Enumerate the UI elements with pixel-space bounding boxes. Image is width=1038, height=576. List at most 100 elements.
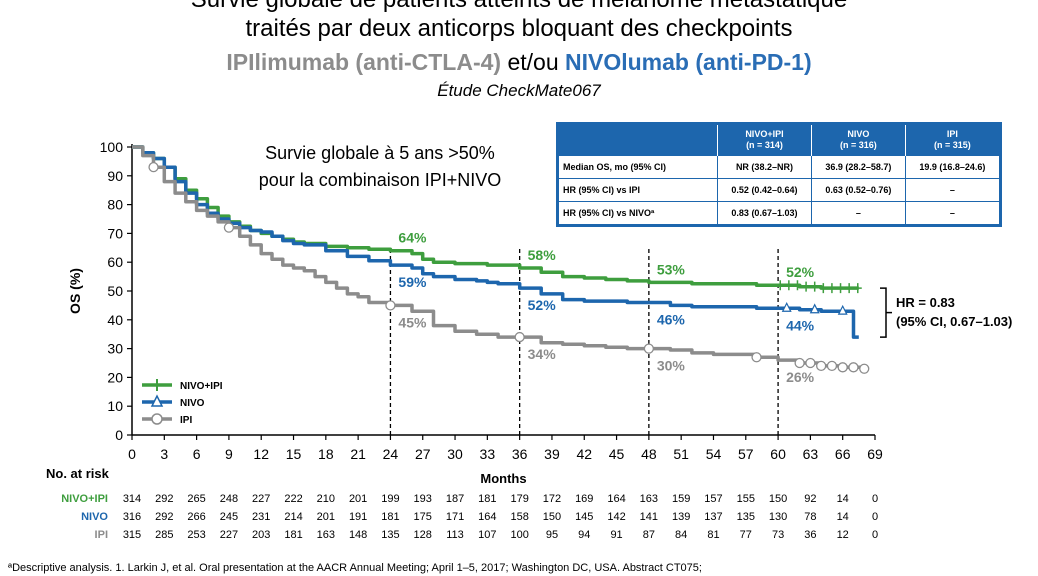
header-name: NIVO+IPI bbox=[745, 129, 784, 139]
data-label: 34% bbox=[528, 346, 557, 362]
risk-value: 164 bbox=[607, 493, 626, 505]
risk-value: 163 bbox=[639, 493, 659, 505]
censor-marker-triangle bbox=[809, 303, 820, 314]
x-tick-label: 60 bbox=[770, 446, 786, 462]
risk-value: 203 bbox=[252, 529, 271, 541]
risk-value: 148 bbox=[348, 529, 368, 541]
risk-value: 91 bbox=[610, 529, 623, 541]
risk-value: 36 bbox=[804, 529, 817, 541]
x-tick-label: 39 bbox=[544, 446, 560, 462]
censor-marker-triangle bbox=[781, 301, 792, 312]
x-tick-label: 15 bbox=[286, 446, 302, 462]
risk-value: 187 bbox=[445, 493, 465, 505]
censor-marker-plus bbox=[810, 281, 819, 292]
hr-bracket bbox=[880, 287, 887, 338]
table-cell: 0.52 (0.42–0.64) bbox=[717, 178, 812, 202]
x-tick-label: 33 bbox=[480, 446, 496, 462]
risk-value: 164 bbox=[478, 511, 497, 523]
table-cell: – bbox=[904, 178, 1002, 202]
x-tick-label: 48 bbox=[641, 446, 657, 462]
title-line-3: IPIlimumab (anti-CTLA-4) et/ou NIVOlumab… bbox=[0, 47, 1038, 77]
data-label: 64% bbox=[398, 230, 427, 246]
censor-marker-plus bbox=[793, 280, 802, 291]
risk-row-label: NIVO bbox=[81, 511, 108, 523]
risk-value: 227 bbox=[219, 529, 239, 541]
risk-value: 130 bbox=[768, 511, 788, 523]
x-tick-label: 63 bbox=[803, 446, 819, 462]
title-line-2: traités par deux anticorps bloquant des … bbox=[245, 15, 793, 42]
risk-value: 314 bbox=[122, 493, 142, 505]
x-tick-label: 9 bbox=[225, 446, 233, 462]
risk-value: 292 bbox=[155, 493, 174, 505]
table-cell: 0.63 (0.52–0.76) bbox=[810, 178, 906, 202]
risk-value: 137 bbox=[704, 511, 723, 523]
risk-value: 78 bbox=[804, 511, 817, 523]
risk-value: 292 bbox=[155, 511, 174, 523]
risk-value: 142 bbox=[607, 511, 626, 523]
risk-value: 231 bbox=[252, 511, 271, 523]
risk-value: 199 bbox=[381, 493, 400, 505]
hr-value: HR = 0.83 bbox=[896, 295, 955, 310]
y-tick-label: 50 bbox=[107, 283, 123, 299]
series-line-ipi bbox=[132, 145, 866, 370]
risk-value: 253 bbox=[187, 529, 206, 541]
header-name: IPI bbox=[946, 129, 958, 139]
censor-marker-plus bbox=[827, 283, 836, 294]
risk-value: 100 bbox=[510, 529, 529, 541]
annotation-line-2: pour la combinaison IPI+NIVO bbox=[258, 170, 502, 190]
x-tick-label: 0 bbox=[128, 446, 136, 462]
risk-value: 169 bbox=[575, 493, 594, 505]
table-row: HR (95% CI) vs NIVOª 0.83 (0.67–1.03) – … bbox=[557, 201, 1002, 226]
risk-value: 227 bbox=[252, 493, 271, 505]
risk-value: 315 bbox=[122, 529, 142, 541]
x-axis-label: Months bbox=[480, 471, 526, 486]
risk-row-label: NIVO+IPI bbox=[61, 493, 108, 505]
x-tick-label: 24 bbox=[383, 446, 399, 462]
header-name: NIVO bbox=[847, 129, 870, 139]
censor-marker-circle bbox=[514, 331, 525, 343]
table-cell: – bbox=[810, 201, 906, 226]
risk-value: 135 bbox=[381, 529, 400, 541]
censor-marker-circle bbox=[751, 352, 762, 363]
censor-marker-plus bbox=[784, 280, 793, 291]
risk-value: 181 bbox=[284, 529, 303, 541]
x-tick-label: 27 bbox=[415, 446, 431, 462]
risk-value: 265 bbox=[187, 493, 206, 505]
data-label: 30% bbox=[657, 358, 686, 374]
table-cell: – bbox=[904, 201, 1002, 226]
censor-marker-circle bbox=[837, 362, 848, 373]
risk-table-title: No. at risk bbox=[46, 466, 109, 481]
risk-value: 135 bbox=[736, 511, 755, 523]
censor-marker-circle bbox=[859, 363, 870, 374]
table-row-label: HR (95% CI) vs NIVOª bbox=[557, 201, 718, 226]
risk-value: 87 bbox=[642, 529, 655, 541]
data-label: 26% bbox=[786, 369, 815, 385]
legend-label: IPI bbox=[180, 415, 192, 426]
table-header-ipi: IPI (n = 315) bbox=[904, 123, 1001, 156]
legend-marker-circle bbox=[151, 413, 163, 425]
x-tick-label: 57 bbox=[738, 446, 754, 462]
risk-value: 266 bbox=[187, 511, 206, 523]
x-tick-label: 42 bbox=[576, 446, 592, 462]
y-tick-label: 0 bbox=[115, 427, 123, 443]
hr-annotation: HR = 0.83 (95% CI, 0.67–1.03) bbox=[896, 293, 1012, 331]
censor-marker-circle bbox=[643, 343, 655, 354]
y-tick-label: 70 bbox=[107, 225, 123, 241]
risk-value: 181 bbox=[478, 493, 497, 505]
x-tick-label: 3 bbox=[160, 446, 168, 462]
x-tick-label: 51 bbox=[673, 446, 689, 462]
risk-row: NIVO 316 292 266 245 231 214 201 191 181 175 171 164… bbox=[0, 511, 1038, 527]
y-tick-label: 30 bbox=[107, 341, 123, 357]
risk-value: 139 bbox=[671, 511, 691, 523]
y-tick-label: 90 bbox=[107, 168, 123, 184]
x-tick-label: 18 bbox=[318, 446, 334, 462]
table-row: HR (95% CI) vs IPI 0.52 (0.42–0.64) 0.63… bbox=[557, 178, 1002, 202]
footnote: ªDescriptive analysis. 1. Larkin J, et a… bbox=[8, 562, 702, 574]
legend-label: NIVO+IPI bbox=[180, 381, 223, 392]
risk-value: 316 bbox=[122, 511, 142, 523]
legend-label: NIVO bbox=[180, 398, 205, 409]
table-header-nivo: NIVO (n = 316) bbox=[810, 123, 906, 156]
risk-value: 77 bbox=[739, 529, 752, 541]
risk-value: 0 bbox=[871, 529, 879, 541]
risk-value: 155 bbox=[736, 493, 755, 505]
